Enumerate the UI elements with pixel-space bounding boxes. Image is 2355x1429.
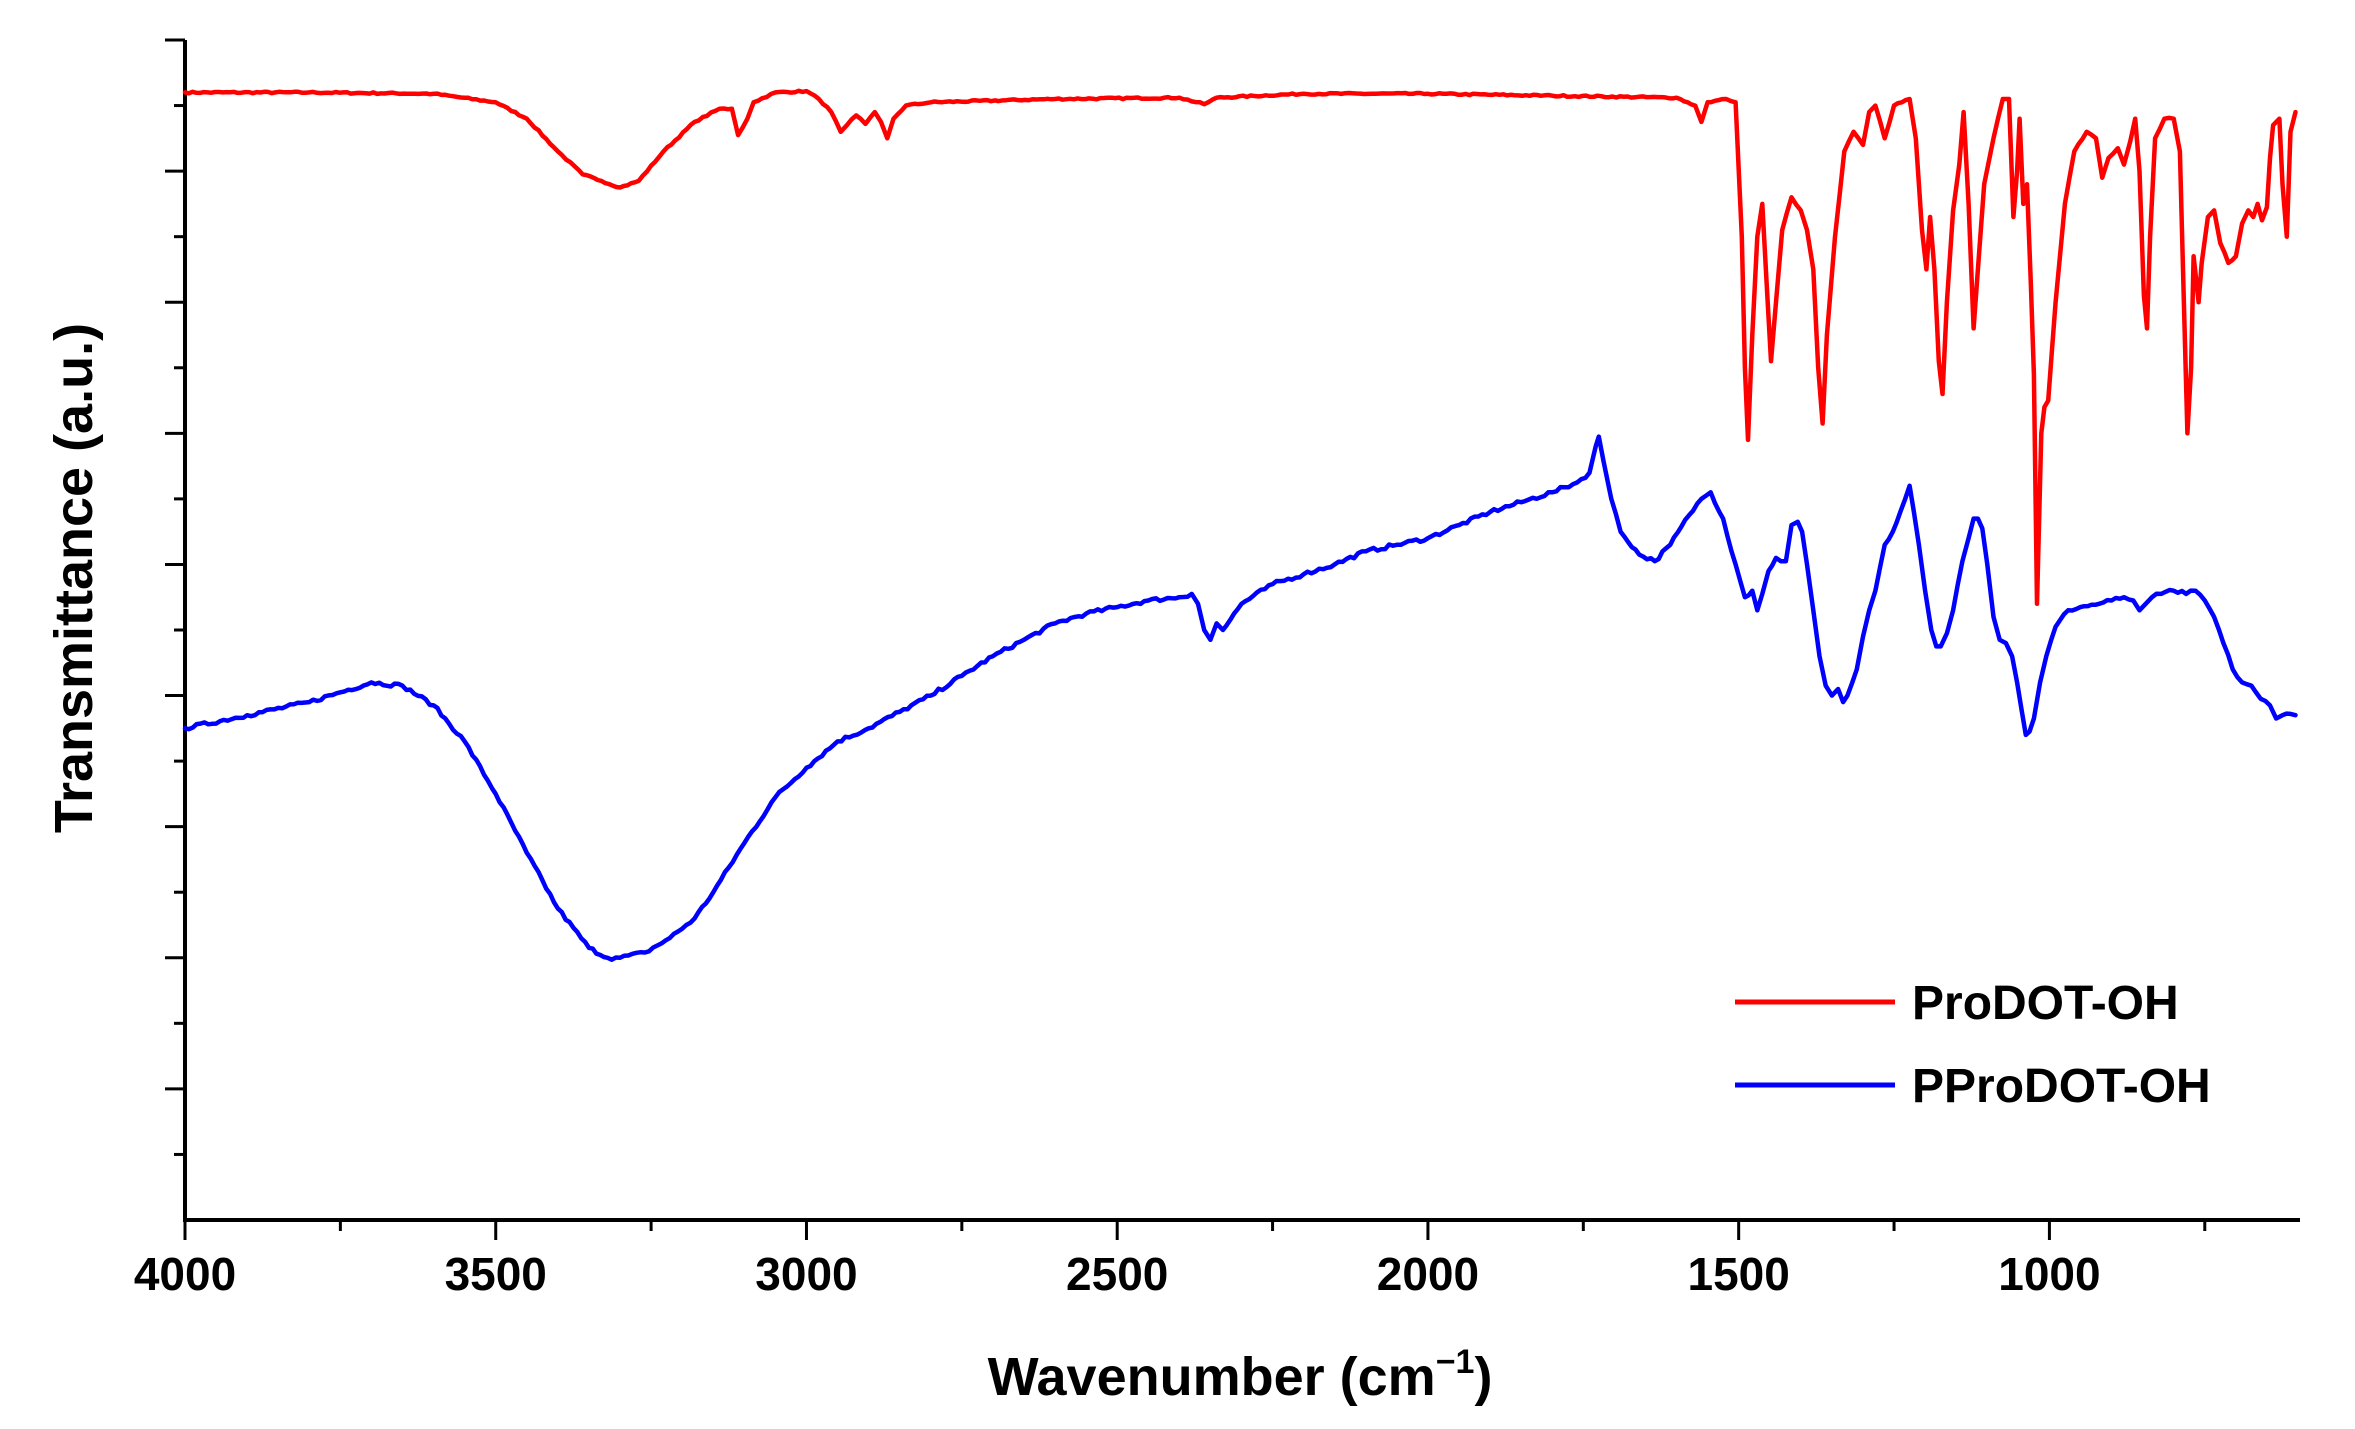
- x-tick-label: 4000: [134, 1248, 236, 1300]
- y-axis-title: Transmittance (a.u.): [44, 323, 104, 833]
- x-tick-label: 3000: [755, 1248, 857, 1300]
- legend: ProDOT-OH PProDOT-OH: [1735, 977, 2211, 1113]
- x-tick-label: 1000: [1998, 1248, 2100, 1300]
- x-tick-label: 2000: [1377, 1248, 1479, 1300]
- series-line-pprodot-oh: [182, 434, 2298, 962]
- y-ticks: [165, 38, 185, 1156]
- series-line-prodot-oh: [182, 88, 2298, 607]
- x-tick-labels: 4000 3500 3000 2500 2000 1500 1000: [134, 1248, 2101, 1300]
- legend-label-pprodot-oh: PProDOT-OH: [1912, 1060, 2211, 1113]
- x-axis-title-superscript: −1: [1436, 1343, 1475, 1381]
- legend-label-prodot-oh: ProDOT-OH: [1912, 977, 2179, 1030]
- x-axis-title: Wavenumber (cm−1): [988, 1343, 1493, 1407]
- x-tick-label: 2500: [1066, 1248, 1168, 1300]
- series-layer: [182, 88, 2298, 962]
- x-ticks: [183, 1220, 2207, 1240]
- x-tick-label: 1500: [1688, 1248, 1790, 1300]
- x-tick-label: 3500: [445, 1248, 547, 1300]
